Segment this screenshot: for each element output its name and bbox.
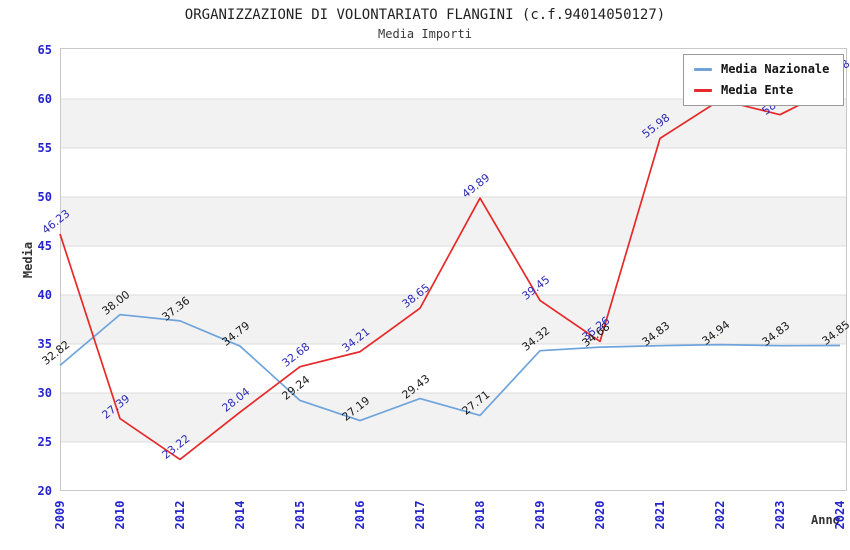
x-tick-label: 2023 (773, 500, 787, 530)
legend-label-media-nazionale: Media Nazionale (721, 62, 830, 76)
x-tick-label: 2017 (413, 500, 427, 530)
series-line-1 (59, 83, 841, 461)
x-tick-label: 2022 (713, 500, 727, 530)
y-tick-label: 50 (37, 190, 52, 204)
x-tick-label: 2010 (113, 500, 127, 530)
grid-band (60, 295, 846, 344)
line-marker-ente-icon (694, 89, 712, 92)
x-tick-label: 2014 (233, 500, 247, 530)
x-tick-label: 2019 (533, 500, 547, 530)
y-tick-label: 35 (37, 337, 52, 351)
y-tick-label: 25 (37, 435, 52, 449)
line-marker-nazionale-icon (694, 68, 712, 71)
x-tick-label: 2009 (53, 500, 67, 530)
y-tick-label: 40 (37, 288, 52, 302)
legend-label-media-ente: Media Ente (721, 83, 794, 97)
x-tick-label: 2021 (653, 500, 667, 530)
y-tick-label: 20 (37, 484, 52, 498)
y-tick-label: 55 (37, 141, 52, 155)
x-tick-label: 2020 (593, 500, 607, 530)
y-tick-label: 45 (37, 239, 52, 253)
x-tick-label: 2024 (833, 500, 847, 530)
y-tick-label: 60 (37, 92, 52, 106)
x-tick-label: 2016 (353, 500, 367, 530)
grid-band (60, 393, 846, 442)
chart-title: ORGANIZZAZIONE DI VOLONTARIATO FLANGINI … (184, 7, 666, 23)
legend: Media Nazionale Media Ente (683, 54, 844, 106)
plot-border (60, 48, 847, 491)
grid-band (60, 99, 846, 148)
legend-item-media-ente: Media Ente (694, 84, 833, 97)
x-axis-label: Anno (811, 513, 840, 527)
chart-subtitle: Media Importi (378, 27, 472, 41)
x-tick-label: 2012 (173, 500, 187, 530)
x-tick-label: 2015 (293, 500, 307, 530)
y-tick-label: 30 (37, 386, 52, 400)
grid-band (60, 197, 846, 246)
y-tick-label: 65 (37, 43, 52, 57)
legend-item-media-nazionale: Media Nazionale (694, 63, 833, 76)
x-tick-label: 2018 (473, 500, 487, 530)
series-line-0 (59, 313, 841, 422)
